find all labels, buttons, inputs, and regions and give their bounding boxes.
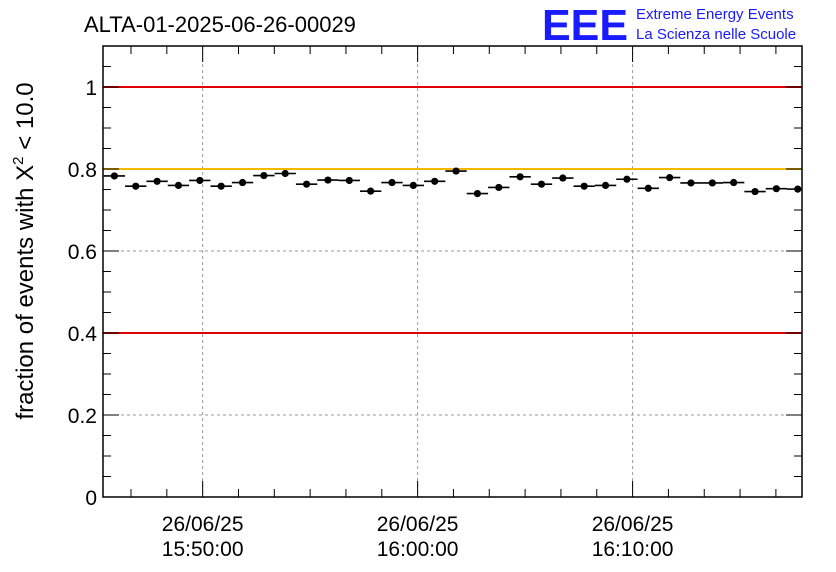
data-point-marker	[537, 180, 546, 188]
data-point-marker	[238, 178, 247, 187]
data-point	[338, 176, 360, 185]
data-point	[765, 185, 788, 193]
data-point-marker	[751, 187, 759, 196]
data-point	[424, 177, 446, 185]
data-point	[381, 178, 403, 187]
data-point-marker	[644, 184, 652, 192]
data-point	[594, 181, 617, 189]
data-point-marker	[495, 183, 503, 192]
data-point	[295, 180, 318, 188]
data-point	[402, 181, 425, 189]
data-point-marker	[794, 185, 802, 193]
data-point-marker	[772, 185, 780, 193]
data-point	[466, 190, 489, 198]
data-point-marker	[730, 178, 738, 187]
data-point-marker	[601, 181, 610, 189]
x-tick-date: 26/06/25	[592, 513, 674, 536]
data-point	[530, 180, 553, 188]
y-tick-label: 0.4	[68, 323, 98, 346]
x-tick-date: 26/06/25	[377, 513, 459, 536]
data-point-marker	[666, 174, 674, 182]
data-point-marker	[431, 177, 439, 185]
chart-title: ALTA-01-2025-06-26-00029	[84, 12, 356, 37]
data-point	[744, 187, 766, 196]
data-point-marker	[110, 172, 118, 180]
data-point	[274, 169, 296, 178]
y-axis-label: fraction of events with X2 < 10.0	[10, 82, 39, 419]
data-point-marker	[196, 176, 204, 185]
data-point	[317, 176, 339, 184]
y-tick-label: 0.8	[68, 159, 97, 182]
data-point	[680, 179, 702, 187]
data-point-marker	[302, 180, 311, 188]
data-point-marker	[559, 174, 567, 182]
data-point	[231, 178, 254, 187]
x-tick-time: 16:00:00	[377, 538, 459, 561]
reference-lines	[103, 86, 802, 334]
data-point	[253, 171, 275, 180]
data-point	[146, 177, 168, 185]
data-point-marker	[345, 176, 353, 185]
data-point-marker	[452, 167, 460, 175]
data-point-marker	[324, 176, 332, 184]
logo-mark: EEE	[542, 1, 628, 50]
data-point	[637, 184, 659, 192]
y-tick-label: 0.2	[68, 405, 97, 428]
data-point	[573, 182, 595, 190]
data-point-marker	[687, 179, 695, 187]
data-point-marker	[516, 173, 524, 181]
data-point-marker	[174, 181, 183, 189]
data-point	[509, 173, 531, 181]
data-point-marker	[623, 175, 631, 183]
data-point	[701, 179, 723, 187]
data-point	[552, 174, 574, 182]
data-point-marker	[708, 179, 716, 187]
data-point-marker	[281, 169, 289, 178]
data-point	[359, 187, 382, 195]
data-point	[445, 167, 467, 175]
y-tick-label: 0.6	[68, 241, 97, 264]
logo-line2: La Scienza nelle Scuole	[636, 26, 796, 43]
y-axis-label-symbol: X	[12, 165, 39, 181]
data-point-marker	[217, 182, 225, 190]
data-point-marker	[153, 177, 161, 185]
data-point-marker	[580, 182, 588, 190]
data-point	[488, 183, 510, 192]
data-point	[167, 181, 190, 189]
data-point	[125, 182, 147, 190]
data-point-marker	[388, 178, 396, 187]
eee-logo: EEE Extreme Energy Events La Scienza nel…	[542, 1, 796, 50]
y-axis-label-superscript: 2	[10, 156, 27, 164]
data-point-marker	[260, 171, 268, 180]
data-point	[210, 182, 232, 190]
y-axis-label-suffix: < 10.0	[12, 82, 39, 156]
logo-line1: Extreme Energy Events	[636, 6, 794, 23]
data-point	[189, 176, 211, 185]
data-point-marker	[367, 187, 375, 195]
data-point	[658, 174, 681, 182]
data-point-marker	[132, 182, 140, 190]
y-tick-label: 0	[85, 487, 97, 510]
data-point	[616, 175, 638, 183]
axes: 00.20.40.60.8126/06/2515:50:0026/06/2516…	[68, 45, 803, 561]
data-point	[787, 185, 802, 193]
x-tick-time: 15:50:00	[162, 538, 244, 561]
data-point	[722, 178, 745, 187]
data-point	[103, 172, 126, 180]
y-axis-label-prefix: fraction of events with	[12, 181, 39, 420]
data-point-marker	[473, 190, 482, 198]
x-tick-date: 26/06/25	[162, 513, 244, 536]
data-point-marker	[409, 181, 417, 189]
x-tick-time: 16:10:00	[592, 538, 674, 561]
y-tick-label: 1	[85, 77, 97, 100]
data-points	[103, 167, 802, 198]
